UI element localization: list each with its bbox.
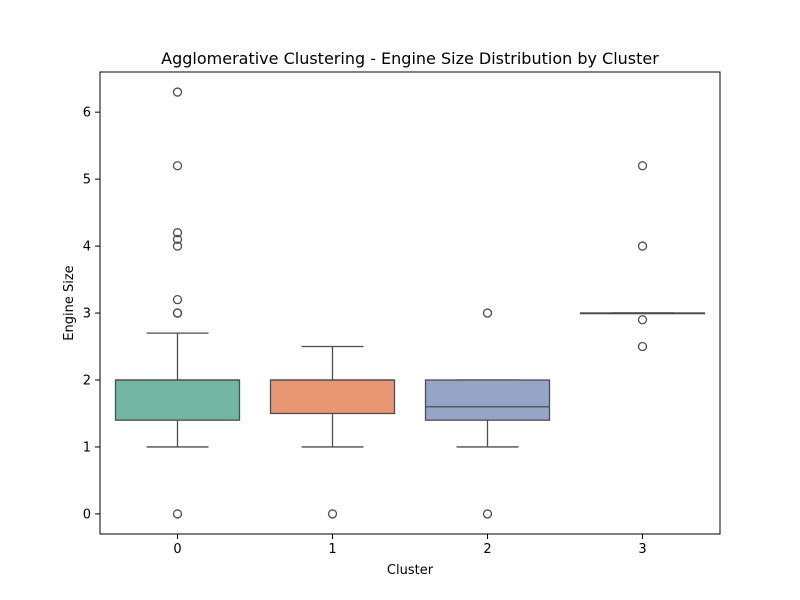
y-tick-label: 3 <box>83 307 91 322</box>
y-axis: 0 1 2 3 4 5 6 <box>83 106 100 522</box>
x-tick-label: 0 <box>173 542 181 557</box>
outlier-point <box>172 228 183 238</box>
chart-title: Agglomerative Clustering - Engine Size D… <box>161 49 659 68</box>
outlier-point <box>482 509 493 519</box>
y-axis-label: Engine Size <box>62 265 77 340</box>
outlier-point <box>172 308 183 318</box>
outlier-point <box>172 234 183 245</box>
x-tick-label: 2 <box>483 542 491 557</box>
outlier-point <box>637 161 648 171</box>
y-tick-label: 5 <box>83 173 91 188</box>
y-tick-label: 2 <box>83 374 91 389</box>
outlier-point <box>172 161 183 171</box>
outlier-point <box>172 509 183 519</box>
outlier-point <box>327 509 338 519</box>
y-tick-label: 0 <box>83 507 91 522</box>
box-group-cluster-2 <box>424 308 551 519</box>
outlier-point <box>172 87 183 97</box>
y-tick-label: 1 <box>83 440 91 455</box>
box-iqr <box>424 379 551 421</box>
plot-area <box>114 87 706 519</box>
outlier-point <box>482 308 493 318</box>
x-axis: 0 1 2 3 <box>173 534 647 557</box>
outlier-point <box>172 295 183 305</box>
outlier-point <box>637 241 648 251</box>
box-group-cluster-1 <box>269 345 396 519</box>
x-tick-label: 3 <box>638 542 646 557</box>
x-axis-label: Cluster <box>387 563 434 578</box>
outlier-point <box>637 315 648 325</box>
box-group-cluster-3 <box>579 161 706 352</box>
y-tick-label: 6 <box>83 106 91 121</box>
box-iqr <box>114 379 241 421</box>
x-tick-label: 1 <box>328 542 336 557</box>
axes-frame <box>99 71 721 535</box>
box-iqr <box>269 379 396 415</box>
box-group-cluster-0 <box>114 87 241 519</box>
outlier-point <box>172 241 183 251</box>
outlier-point <box>637 341 648 352</box>
y-tick-label: 4 <box>83 240 91 255</box>
